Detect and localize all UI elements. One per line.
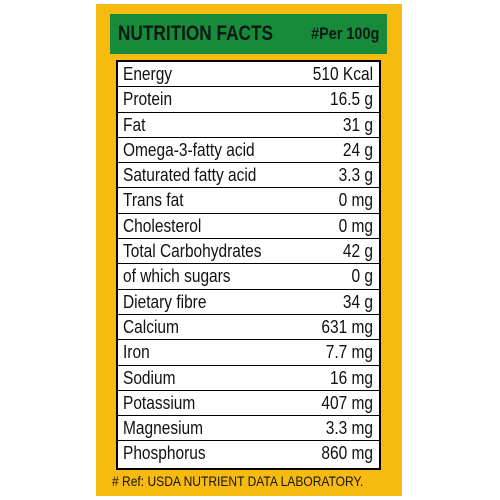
nutrient-name: Total Carbohydrates [123, 241, 262, 262]
nutrient-amount: 407 mg [321, 392, 373, 413]
reference-note: # Ref: USDA NUTRIENT DATA LABORATORY. [112, 473, 364, 489]
nutrition-header: NUTRITION FACTS #Per 100g [110, 14, 387, 54]
nutrient-amount: 16.5 g [329, 89, 373, 110]
nutrient-name: Potassium [123, 392, 196, 413]
nutrient-name: Trans fat [123, 190, 184, 211]
nutrient-name: Phosphorus [123, 443, 206, 464]
nutrient-amount: 3.3 mg [325, 418, 373, 439]
nutrient-amount: 860 mg [321, 443, 373, 464]
nutrient-row: Calcium 631 mg [118, 315, 379, 341]
nutrient-amount: 510 Kcal [312, 64, 373, 84]
nutrient-row: Cholesterol 0 mg [118, 214, 379, 240]
nutrient-amount: 34 g [342, 291, 373, 312]
nutrient-name: Protein [123, 89, 173, 110]
nutrient-name: of which sugars [123, 266, 231, 287]
nutrient-name: Saturated fatty acid [123, 165, 257, 186]
nutrient-name: Magnesium [123, 418, 204, 439]
nutrient-row: Trans fat 0 mg [118, 188, 379, 214]
nutrient-row: Magnesium 3.3 mg [118, 416, 379, 442]
nutrient-row: Energy 510 Kcal [118, 62, 379, 88]
nutrient-amount: 24 g [342, 139, 373, 160]
nutrient-name: Fat [123, 114, 146, 135]
nutrition-title: NUTRITION FACTS [118, 22, 273, 45]
nutrient-amount: 0 mg [338, 215, 373, 236]
nutrient-table: Energy 510 Kcal Protein 16.5 g Fat 31 g Omega-… [116, 60, 381, 470]
nutrient-name: Cholesterol [123, 215, 202, 236]
nutrient-row: Protein 16.5 g [118, 87, 379, 113]
nutrient-row: Dietary fibre 34 g [118, 290, 379, 315]
nutrition-label: NUTRITION FACTS #Per 100g Energy 510 Kcal… [96, 4, 402, 496]
nutrient-name: Energy [123, 64, 173, 84]
nutrient-name: Omega-3-fatty acid [123, 139, 255, 160]
nutrient-amount: 16 mg [329, 367, 373, 388]
nutrient-amount: 42 g [342, 241, 373, 262]
nutrient-name: Sodium [123, 367, 176, 388]
nutrient-name: Calcium [123, 316, 179, 337]
nutrient-row: of which sugars 0 g [118, 264, 379, 290]
nutrient-row: Total Carbohydrates 42 g [118, 239, 379, 265]
nutrient-amount: 0 mg [338, 190, 373, 211]
nutrient-name: Iron [123, 342, 150, 363]
nutrient-name: Dietary fibre [123, 291, 207, 312]
nutrient-row: Potassium 407 mg [118, 391, 379, 417]
nutrient-row: Iron 7.7 mg [118, 340, 379, 366]
nutrient-row: Fat 31 g [118, 113, 379, 138]
nutrient-amount: 0 g [351, 266, 373, 287]
nutrient-amount: 3.3 g [338, 165, 373, 186]
nutrient-row: Sodium 16 mg [118, 366, 379, 391]
serving-basis: #Per 100g [310, 24, 379, 43]
nutrient-amount: 7.7 mg [325, 342, 373, 363]
nutrient-row: Phosphorus 860 mg [118, 441, 379, 466]
nutrient-row: Saturated fatty acid 3.3 g [118, 163, 379, 189]
nutrient-row: Omega-3-fatty acid 24 g [118, 138, 379, 164]
nutrient-amount: 31 g [342, 114, 373, 135]
nutrient-amount: 631 mg [321, 316, 373, 337]
